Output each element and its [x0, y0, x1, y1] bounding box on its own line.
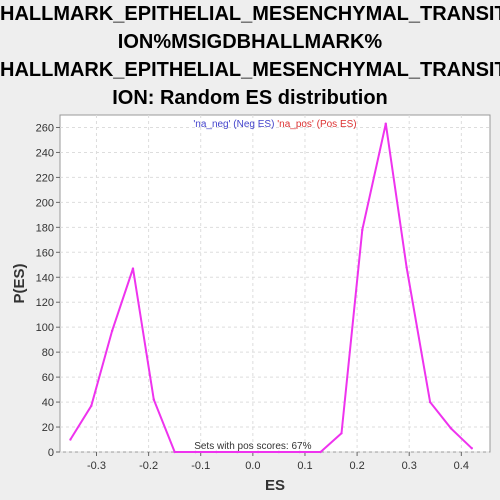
data-point: [215, 450, 218, 454]
legend-entry: 'na_neg' (Neg ES): [193, 119, 277, 130]
data-point: [173, 450, 176, 454]
data-point: [90, 404, 93, 408]
data-point: [384, 122, 387, 125]
y-axis-ticks: 0 20 40 60 80 100 120 140 160 180 200 220 240 260: [36, 122, 60, 459]
data-point: [256, 450, 260, 454]
y-tick-label: 40: [42, 397, 54, 409]
x-axis-ticks: -0.3 -0.2 -0.1 0.0 0.1 0.2 0.3 0.4: [87, 452, 469, 472]
y-tick-label: 80: [42, 347, 54, 359]
x-tick-label: 0.2: [349, 460, 364, 472]
y-tick-label: 60: [42, 372, 54, 384]
data-point: [194, 450, 197, 454]
chart-title: HALLMARK_EPITHELIAL_MESENCHYMAL_TRANSIT …: [0, 3, 500, 109]
x-axis-label: ES: [265, 477, 285, 494]
data-point: [298, 450, 301, 454]
x-tick-label: 0.0: [245, 460, 260, 472]
data-point: [236, 450, 239, 454]
data-point: [277, 450, 281, 454]
legend-entry: 'na_pos' (Pos ES): [277, 119, 356, 130]
data-point: [405, 266, 408, 269]
annotation-text: Sets with pos scores: 67%: [194, 441, 311, 452]
x-tick-label: -0.2: [139, 460, 158, 472]
data-point: [319, 450, 322, 454]
x-tick-label: 0.1: [297, 460, 312, 472]
y-tick-label: 140: [36, 272, 54, 284]
data-point: [470, 447, 473, 450]
y-tick-label: 220: [36, 172, 54, 184]
data-point: [69, 438, 72, 441]
data-point: [131, 267, 135, 270]
y-tick-label: 200: [36, 197, 54, 209]
data-point: [361, 228, 364, 232]
series-layer: [69, 122, 473, 454]
data-point: [110, 329, 114, 333]
x-tick-label: -0.3: [87, 460, 106, 472]
y-tick-label: 260: [36, 122, 54, 134]
y-tick-label: 20: [42, 422, 54, 434]
y-tick-label: 100: [36, 322, 54, 334]
y-tick-label: 160: [36, 247, 54, 259]
y-tick-label: 0: [48, 447, 54, 459]
plot-area: [59, 114, 491, 453]
y-tick-label: 240: [36, 147, 54, 159]
data-point: [152, 398, 156, 401]
x-tick-label: 0.3: [402, 460, 417, 472]
data-point: [428, 400, 432, 404]
legend: 'na_neg' (Neg ES) 'na_pos' (Pos ES): [193, 119, 356, 130]
x-tick-label: -0.1: [191, 460, 210, 472]
y-tick-label: 120: [36, 297, 54, 309]
x-tick-label: 0.4: [454, 460, 469, 472]
y-axis-label: P(ES): [11, 263, 28, 303]
y-tick-label: 180: [36, 222, 54, 234]
data-point: [449, 427, 453, 430]
series-line: [69, 123, 473, 453]
data-point: [340, 432, 343, 435]
